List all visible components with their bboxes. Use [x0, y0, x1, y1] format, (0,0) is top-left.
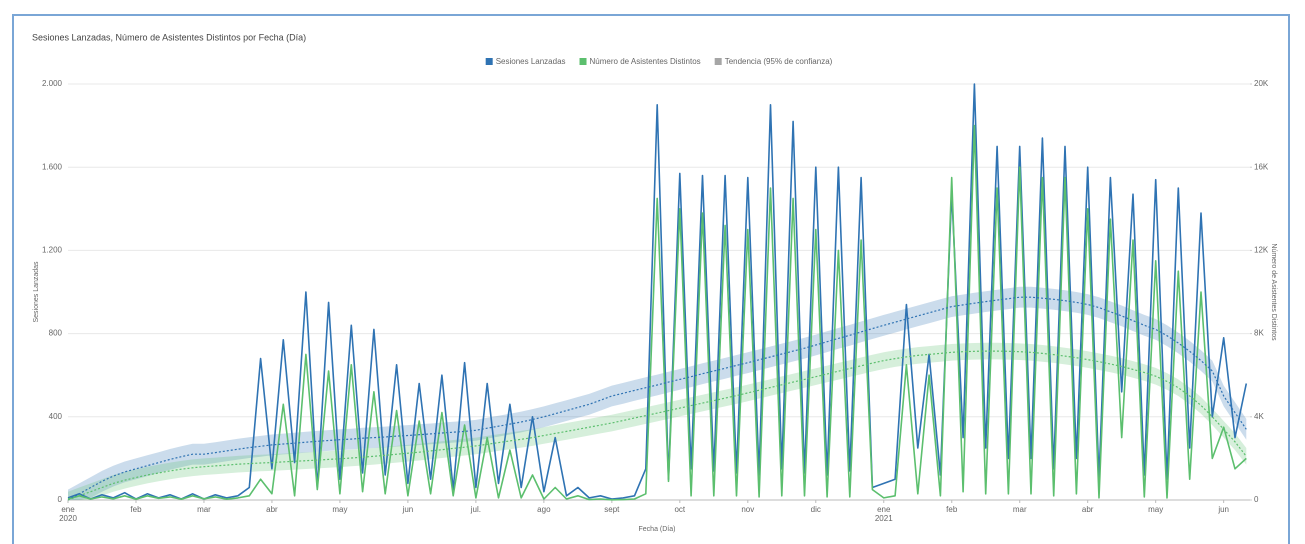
x-tick-label: nov [741, 505, 755, 514]
y2-axis-title: Número de Asistentes Distintos [1270, 243, 1277, 341]
x-tick-label: may [332, 505, 348, 514]
x-tick-label: feb [946, 505, 958, 514]
y2-tick-label: 20K [1254, 79, 1269, 88]
y-tick-label: 400 [49, 412, 63, 421]
trend-band [68, 342, 1247, 500]
y-tick-label: 0 [58, 495, 63, 504]
x-tick-label: dic [810, 505, 821, 514]
legend: Sesiones Lanzadas Número de Asistentes Di… [485, 57, 833, 66]
x-tick-label: sept [604, 505, 620, 514]
x-tick-label: feb [130, 505, 142, 514]
x-tick-label: mar [197, 505, 211, 514]
x-tick-label: ene 2020 [59, 505, 77, 523]
series-line [67, 124, 1247, 501]
y2-tick-label: 4K [1254, 412, 1264, 421]
x-tick-label: jul. [470, 505, 481, 514]
x-tick-label: jun [402, 505, 414, 514]
legend-label: Sesiones Lanzadas [496, 57, 566, 66]
legend-label: Número de Asistentes Distintos [590, 57, 701, 66]
legend-label: Tendencia (95% de confianza) [725, 57, 833, 66]
x-tick-label: ago [537, 505, 551, 514]
legend-swatch [714, 58, 722, 65]
y-tick-label: 800 [49, 329, 63, 338]
y2-tick-label: 8K [1254, 329, 1264, 338]
y-axis-title: Sesiones Lanzadas [33, 261, 40, 323]
y2-tick-label: 0 [1254, 495, 1259, 504]
trend-line [67, 350, 1247, 501]
x-tick-label: jun [1218, 505, 1229, 514]
chart-title: Sesiones Lanzadas, Número de Asistentes … [32, 32, 306, 42]
x-tick-label: mar [1012, 505, 1027, 514]
y2-tick-label: 16K [1254, 162, 1269, 171]
x-tick-label: abr [1081, 505, 1094, 514]
x-tick-label: may [1148, 505, 1164, 514]
y-tick-label: 1.200 [42, 246, 63, 255]
legend-swatch [485, 58, 493, 65]
y2-tick-label: 12K [1254, 246, 1269, 255]
trend-line [67, 296, 1247, 501]
series-line [67, 83, 1248, 500]
x-axis-title: Fecha (Día) [639, 526, 676, 533]
y-tick-label: 1.600 [42, 162, 63, 171]
chart-card [12, 14, 1290, 544]
x-tick-label: abr [266, 505, 278, 514]
x-tick-label: oct [674, 505, 686, 514]
y-tick-label: 2.000 [42, 79, 63, 88]
legend-swatch [579, 58, 587, 65]
trend-band [68, 286, 1247, 500]
x-tick-label: ene 2021 [874, 505, 893, 523]
